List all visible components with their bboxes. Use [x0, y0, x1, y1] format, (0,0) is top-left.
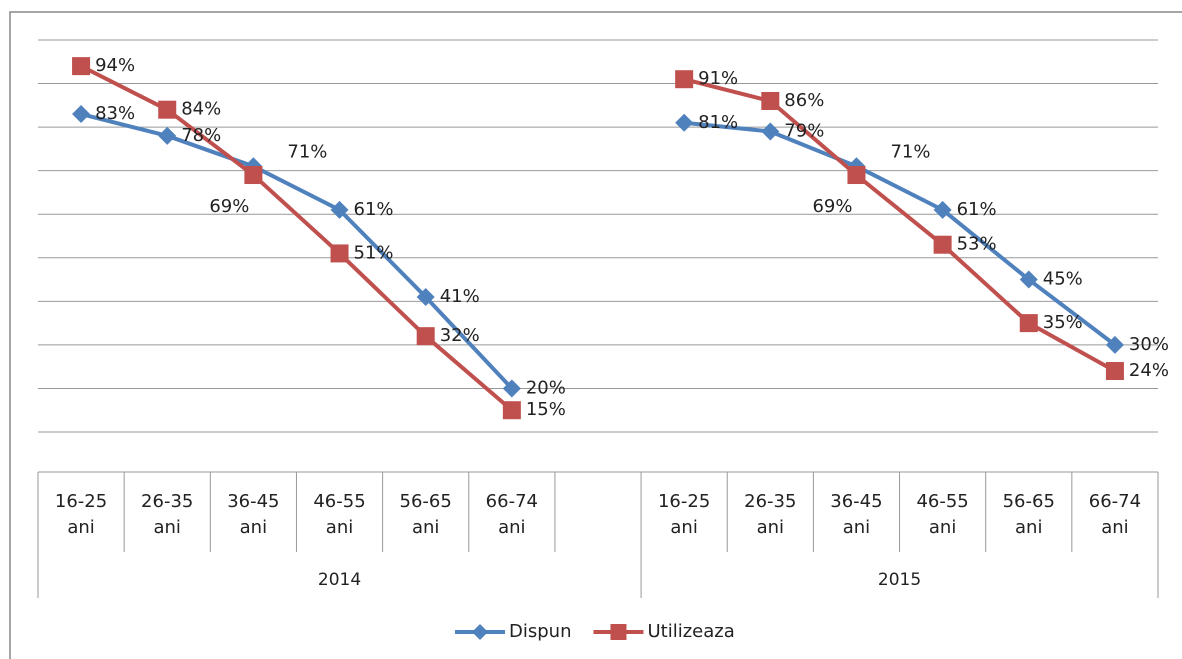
- group-label: 2015: [878, 570, 921, 590]
- x-tick-label: 46-55 ani: [916, 491, 969, 538]
- x-tick-label: 36-45 ani: [227, 491, 280, 538]
- series-line: [80, 64, 1116, 412]
- legend-marker: [610, 624, 627, 640]
- marker: [244, 166, 263, 185]
- data-label: 24%: [1129, 360, 1169, 381]
- data-label: 20%: [526, 377, 566, 398]
- data-label: 91%: [698, 68, 738, 89]
- data-label: 71%: [287, 141, 327, 162]
- marker: [1105, 362, 1124, 381]
- marker: [416, 327, 435, 346]
- marker: [761, 91, 780, 110]
- marker: [158, 100, 177, 119]
- marker: [847, 166, 866, 185]
- x-tick-label: 66-74 ani: [485, 491, 538, 538]
- data-label: 32%: [440, 325, 480, 346]
- x-tick-label: 26-35 ani: [744, 491, 797, 538]
- marker: [1105, 335, 1124, 354]
- data-label: 35%: [1043, 312, 1083, 333]
- marker: [502, 401, 521, 420]
- x-tick-label: 46-55 ani: [313, 491, 366, 538]
- marker: [502, 379, 521, 398]
- marker: [416, 287, 435, 306]
- marker: [1019, 270, 1038, 289]
- marker: [330, 244, 349, 263]
- data-label: 15%: [526, 399, 566, 420]
- x-tick-label: 56-65 ani: [1002, 491, 1055, 538]
- x-tick-label: 26-35 ani: [141, 491, 194, 538]
- series-line: [80, 112, 1117, 390]
- x-tick-label: 56-65 ani: [399, 491, 452, 538]
- data-label: 41%: [440, 286, 480, 307]
- marker: [933, 235, 952, 254]
- marker: [330, 200, 349, 219]
- legend-label: Dispun: [509, 621, 571, 642]
- legend-marker: [472, 624, 488, 640]
- marker: [675, 70, 694, 89]
- data-label: 84%: [181, 99, 221, 120]
- data-label: 78%: [181, 125, 221, 146]
- data-label: 51%: [354, 242, 394, 263]
- x-tick-label: 16-25 ani: [54, 491, 108, 538]
- data-label: 61%: [957, 199, 997, 220]
- x-tick-label: 66-74 ani: [1088, 491, 1142, 538]
- marker: [72, 57, 91, 76]
- data-label: 94%: [95, 55, 135, 76]
- marker: [72, 105, 91, 124]
- data-label: 86%: [784, 90, 824, 111]
- data-label: 69%: [812, 196, 852, 217]
- x-tick-label: 36-45 ani: [830, 491, 883, 538]
- x-tick-label: 16-25 ani: [657, 491, 711, 538]
- marker: [933, 200, 952, 219]
- legend-label: Utilizeaza: [647, 621, 734, 642]
- data-label: 81%: [698, 112, 738, 133]
- chart-frame: [9, 11, 1182, 659]
- data-label: 45%: [1043, 269, 1083, 290]
- group-label: 2014: [318, 570, 361, 590]
- marker: [675, 113, 694, 132]
- marker: [158, 126, 177, 145]
- data-label: 83%: [95, 103, 135, 124]
- data-label: 69%: [209, 196, 249, 217]
- data-label: 30%: [1129, 334, 1169, 355]
- data-label: 79%: [784, 120, 824, 141]
- data-label: 53%: [957, 234, 997, 255]
- marker: [1019, 314, 1038, 333]
- data-label: 61%: [354, 199, 394, 220]
- data-label: 71%: [890, 141, 930, 162]
- marker: [761, 122, 780, 141]
